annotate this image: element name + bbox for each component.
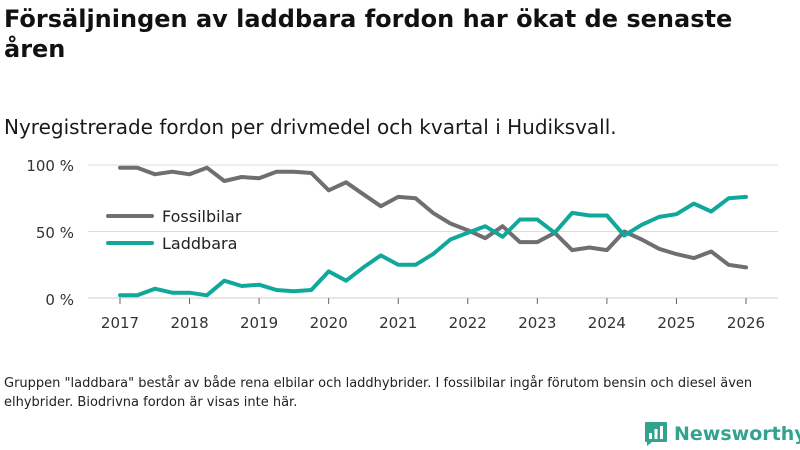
- series-line-fossilbilar: [118, 165, 748, 270]
- grid-lines: [88, 164, 778, 299]
- x-tick-label-2021: 2021: [379, 314, 417, 332]
- brand-name: Newsworthy: [674, 423, 800, 445]
- x-tick-label-2020: 2020: [310, 314, 348, 332]
- newsworthy-logo: Newsworthy: [644, 420, 800, 448]
- x-tick-label-2025: 2025: [657, 314, 695, 332]
- newsworthy-logo-icon: [645, 422, 667, 446]
- y-tick-label-100: 100 %: [26, 157, 74, 175]
- y-tick-label-50: 50 %: [36, 224, 74, 242]
- legend-label-fossilbilar: Fossilbilar: [162, 207, 242, 226]
- y-tick-label-0: 0 %: [45, 291, 74, 309]
- y-axis: 0 % 50 % 100 %: [26, 157, 74, 309]
- x-tick-label-2024: 2024: [588, 314, 626, 332]
- line-chart: 0 % 50 % 100 % 2017 2018 2019 2020 2021 2022 2…: [26, 157, 778, 332]
- footnote: Gruppen "laddbara" består av både rena e…: [4, 376, 753, 410]
- x-tick-label-2018: 2018: [170, 314, 208, 332]
- x-axis: 2017 2018 2019 2020 2021 2022 2023 2024 2025 2026: [101, 298, 765, 332]
- chart-title: Försäljningen av laddbara fordon har öka…: [4, 5, 733, 63]
- series-lines: [118, 165, 748, 298]
- legend: Fossilbilar Laddbara: [106, 207, 242, 253]
- x-tick-label-2017: 2017: [101, 314, 139, 332]
- legend-label-laddbara: Laddbara: [162, 234, 237, 253]
- x-tick-label-2023: 2023: [518, 314, 556, 332]
- x-tick-label-2022: 2022: [449, 314, 487, 332]
- x-tick-label-2019: 2019: [240, 314, 278, 332]
- chart-subtitle: Nyregistrerade fordon per drivmedel och …: [4, 115, 617, 139]
- x-tick-label-2026: 2026: [727, 314, 765, 332]
- series-line-laddbara: [118, 194, 748, 298]
